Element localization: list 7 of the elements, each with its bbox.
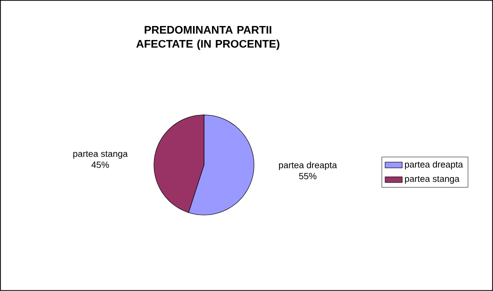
- data-label: 55%: [299, 172, 316, 180]
- legend-label: partea stanga: [405, 176, 460, 184]
- legend-label: partea dreapta: [405, 161, 463, 170]
- chart-title: PREDOMINANTA PARTII AFECTATE (IN PROCENTE): [136, 26, 280, 50]
- data-label: 45%: [91, 162, 109, 168]
- slice-label: partea stanga: [73, 151, 128, 159]
- slice-label: partea dreapta: [279, 162, 337, 170]
